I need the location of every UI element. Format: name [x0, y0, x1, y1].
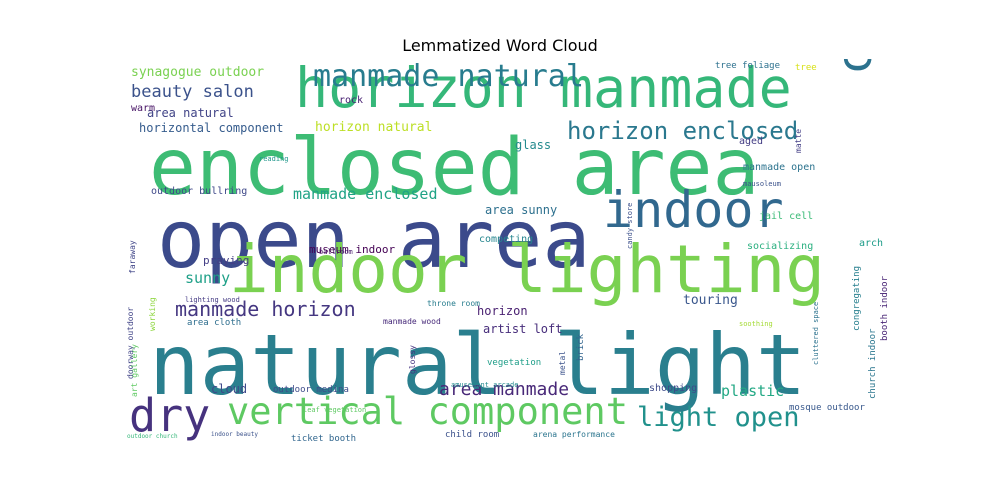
cloud-word: warm	[131, 103, 156, 114]
cloud-word: manmade wood	[383, 317, 441, 326]
cloud-word: manmade horizon	[175, 297, 356, 321]
cloud-word: aged	[739, 136, 764, 147]
cloud-word: vegetation	[487, 358, 542, 368]
cloud-word: sunny	[185, 269, 231, 287]
cloud-word: matte	[794, 128, 803, 153]
cloud-word: mosque outdoor	[789, 403, 865, 413]
cloud-word: horizontal component	[139, 121, 284, 135]
cloud-word: dry	[129, 389, 211, 442]
cloud-word: natural light	[149, 316, 807, 414]
cloud-word: plastic	[721, 382, 785, 400]
cloud-word: socializing	[747, 241, 814, 252]
cloud-word: cloud	[211, 382, 248, 396]
cloud-word: artist loft	[483, 322, 563, 336]
cloud-word: shopping	[649, 383, 698, 394]
cloud-word: manmade open	[743, 162, 816, 173]
cloud-word: working	[148, 297, 157, 331]
cloud-word: area sunny	[485, 203, 558, 217]
cloud-word: church indoor	[868, 328, 878, 399]
cloud-word: horizon natural	[315, 120, 433, 135]
cloud-word: museum indoor	[309, 243, 396, 256]
cloud-word: metal	[558, 350, 567, 375]
cloud-word: outdoor medina	[273, 385, 349, 395]
cloud-word: cluttered space	[812, 301, 820, 365]
cloud-word: tree foliage	[715, 61, 781, 71]
cloud-word: throne room	[427, 299, 480, 308]
cloud-word: booth indoor	[880, 275, 890, 341]
cloud-word: jail cell	[759, 211, 814, 222]
chart-title: Lemmatized Word Cloud	[402, 36, 598, 55]
cloud-word: arch	[859, 238, 884, 249]
cloud-word: candy store	[626, 202, 634, 249]
cloud-word: congregating	[852, 265, 862, 331]
cloud-word: glossy	[408, 345, 417, 374]
cloud-word: arena performance	[533, 430, 615, 439]
cloud-word: enclosed area	[149, 123, 760, 213]
cloud-word: light open	[637, 402, 800, 433]
cloud-word: amusement arcade	[451, 381, 519, 389]
cloud-word: soothing	[739, 320, 773, 328]
cloud-word: synagogue outdoor	[131, 65, 265, 80]
cloud-word: competing	[479, 234, 534, 245]
cloud-word: ticket booth	[291, 434, 357, 444]
cloud-word: horizon manmade	[295, 59, 792, 120]
cloud-word: cloth	[827, 59, 883, 75]
cloud-word: rock	[339, 95, 364, 106]
cloud-word: art gallery	[130, 344, 139, 397]
cloud-word: manmade enclosed	[293, 185, 438, 203]
word-cloud: natural light open area enclosed area indoo…	[127, 59, 894, 444]
cloud-word: manmade natural	[313, 59, 584, 94]
cloud-word: reading	[259, 155, 289, 163]
cloud-word: area natural	[147, 106, 234, 120]
cloud-word: lighting wood	[185, 296, 240, 304]
cloud-word: indoor	[603, 181, 784, 239]
cloud-word: tree	[795, 63, 817, 73]
cloud-word: horizon	[477, 304, 528, 318]
cloud-word: outdoor bullring	[151, 186, 248, 197]
cloud-word: open area	[157, 193, 591, 286]
cloud-word: leaf vegetation	[303, 406, 367, 414]
cloud-word: faraway	[128, 240, 137, 274]
cloud-word: child room	[445, 430, 500, 440]
cloud-word: indoor lighting	[229, 231, 826, 308]
cloud-word: area cloth	[187, 318, 242, 328]
cloud-word: outdoor church	[127, 433, 178, 440]
cloud-word: vertical component	[227, 390, 628, 433]
cloud-word: mausoleum	[743, 180, 781, 188]
cloud-word: ballroom	[319, 248, 353, 256]
cloud-word: beauty salon	[131, 82, 254, 102]
cloud-word: glass	[515, 138, 552, 152]
cloud-word: praying	[203, 254, 250, 267]
cloud-word: brick	[576, 333, 586, 361]
cloud-word: area manmade	[439, 379, 570, 400]
cloud-word: horizon enclosed	[567, 117, 799, 145]
cloud-word: indoor beauty	[211, 431, 258, 438]
cloud-word: touring	[683, 293, 738, 308]
